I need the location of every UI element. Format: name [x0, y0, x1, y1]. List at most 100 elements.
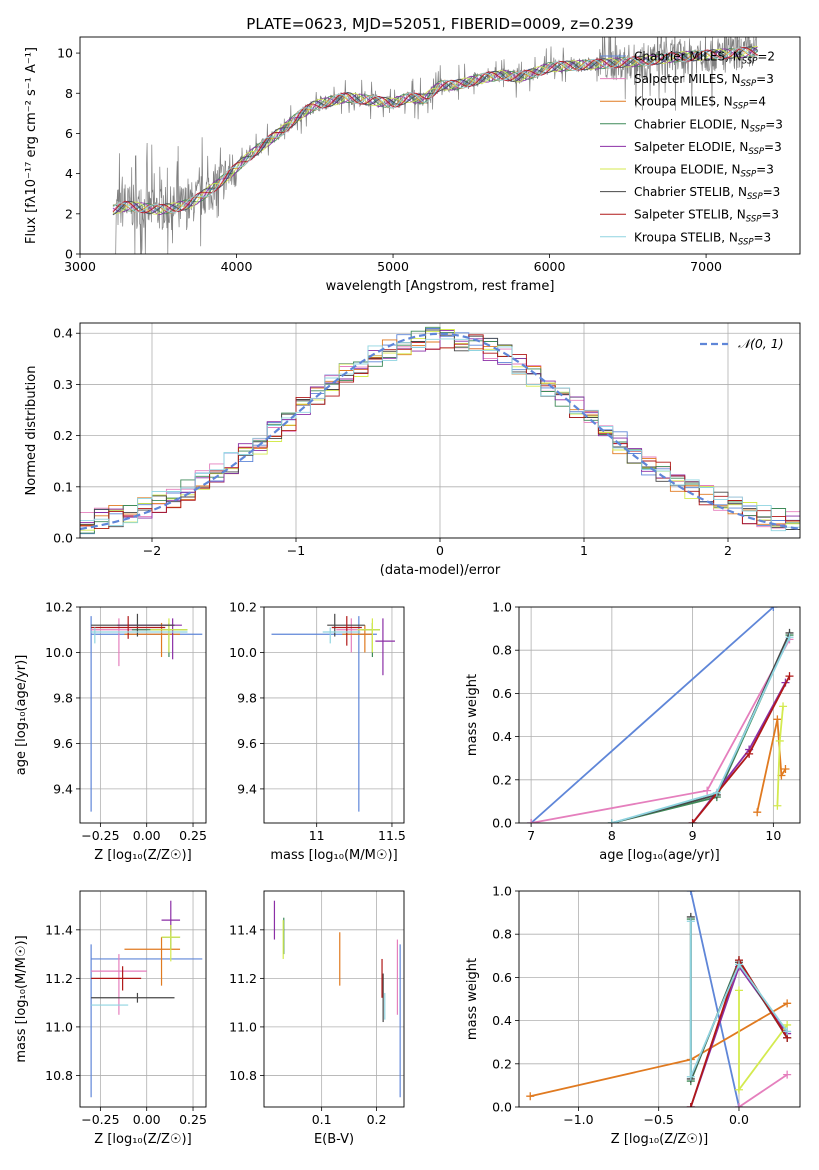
x-tick-label: 11: [309, 828, 325, 843]
series-line: [738, 1073, 788, 1107]
series-marker: [734, 986, 743, 995]
series-line: [530, 638, 791, 823]
series-marker: [775, 736, 784, 745]
x-tick-label: 2: [724, 543, 732, 558]
y-tick-label: 0.6: [492, 686, 512, 701]
series-line: [738, 990, 788, 1093]
legend-label: Salpeter STELIB, NSSP=3: [634, 208, 779, 225]
x-axis-label: age [log₁₀(age/yr)]: [599, 848, 720, 863]
series-marker: [712, 788, 721, 797]
series-kroupa_elodie: [734, 986, 792, 1094]
series-marker: [686, 917, 695, 926]
axes-frame: [79, 890, 207, 1108]
x-tick-label: −0.5: [644, 1112, 674, 1127]
y-axis-label: mass weight: [465, 674, 480, 756]
x-tick-label: 0.1: [312, 1112, 332, 1127]
x-tick-label: 7000: [690, 259, 722, 274]
y-tick-label: 10: [57, 46, 73, 61]
y-tick-label: 10.0: [229, 645, 257, 660]
x-tick-label: 9: [689, 828, 697, 843]
series-marker: [734, 1103, 743, 1107]
plot-area: [264, 607, 404, 823]
series-line: [689, 921, 788, 1078]
series-line: [611, 636, 791, 823]
plot-area: [264, 891, 404, 1107]
x-axis-label: Z [log₁₀(Z/Z☉)]: [94, 848, 191, 863]
legend: Chabrier MILES, NSSP=2 Salpeter MILES, NS…: [600, 50, 783, 247]
axes-frame: [79, 36, 801, 255]
figure-title: PLATE=0623, MJD=52051, FIBERID=0009, z=0…: [246, 15, 633, 33]
y-tick-label: 10.2: [45, 600, 73, 615]
x-tick-label: 8: [608, 828, 616, 843]
series-marker: [783, 1027, 792, 1036]
y-tick-label: 11.2: [45, 971, 73, 986]
histogram-kroupa_stelib: [80, 338, 800, 538]
series-kroupa_stelib: [686, 917, 792, 1081]
y-tick-label: 0.4: [492, 1013, 512, 1028]
series-marker: [785, 633, 794, 642]
x-tick-label: 3000: [64, 259, 96, 274]
x-tick-label: 11.5: [378, 828, 406, 843]
series-kroupa_elodie: [773, 702, 788, 810]
y-tick-label: 0.2: [492, 1056, 512, 1071]
series-chabrier_miles: [527, 607, 778, 823]
y-tick-label: 0: [65, 247, 73, 262]
series-marker: [745, 749, 754, 758]
model-line-kroupa_miles: [112, 47, 758, 214]
y-tick-label: 9.4: [237, 781, 257, 796]
errorbar-chabrier_stelib: [327, 613, 365, 637]
series-line: [691, 682, 787, 823]
y-tick-label: 10.2: [229, 600, 257, 615]
series-marker: [773, 715, 782, 724]
y-tick-label: 9.4: [53, 781, 73, 796]
legend-label: Chabrier MILES, NSSP=2: [634, 50, 775, 67]
x-tick-label: 0.0: [729, 1112, 749, 1127]
y-axis-label: mass weight: [465, 958, 480, 1040]
x-tick-label: 0.2: [367, 1112, 387, 1127]
errorbar-salpeter_elodie: [117, 618, 182, 660]
plot-area: [80, 323, 800, 538]
y-tick-label: 10.8: [45, 1068, 73, 1083]
chart-mass_vs_Z: −0.25 0.00 0.25 10.8 11.0 11.2 11.4 Z [log₁₀(Z/…: [14, 890, 207, 1147]
y-tick-label: 1.0: [492, 884, 512, 899]
plot-area: [80, 607, 206, 823]
legend-label: Chabrier ELODIE, NSSP=3: [634, 117, 783, 134]
y-tick-label: 0.4: [492, 729, 512, 744]
series-marker: [734, 960, 743, 969]
y-tick-label: 9.8: [53, 690, 73, 705]
axes-frame: [79, 606, 207, 824]
x-tick-label: −1: [287, 543, 305, 558]
series-marker: [688, 819, 697, 823]
y-tick-label: 11.0: [45, 1019, 73, 1034]
y-tick-label: 11.4: [229, 922, 257, 937]
legend-label: Salpeter MILES, NSSP=3: [634, 72, 774, 89]
y-tick-label: 10.0: [45, 645, 73, 660]
errorbar-chabrier_stelib: [91, 992, 175, 1003]
x-axis-label: mass [log₁₀(M/M☉)]: [270, 848, 397, 863]
series-marker: [686, 891, 695, 895]
errorbar-salpeter_stelib: [331, 616, 362, 646]
series-marker: [785, 672, 794, 681]
x-tick-label: 0.25: [179, 828, 207, 843]
x-tick-label: 0.00: [133, 828, 161, 843]
y-tick-label: 4: [65, 166, 73, 181]
series-salpeter_miles: [527, 635, 794, 823]
series-marker: [686, 1103, 695, 1107]
y-tick-label: 9.6: [237, 736, 257, 751]
x-tick-label: −0.25: [81, 1112, 119, 1127]
y-tick-label: 9.6: [53, 736, 73, 751]
axes-frame: [79, 322, 801, 539]
errorbar-kroupa_stelib: [322, 627, 361, 644]
x-tick-label: 0.25: [179, 1112, 207, 1127]
series-line: [689, 891, 740, 1107]
errorbar-salpeter_stelib: [91, 966, 142, 991]
series-marker: [526, 1092, 535, 1101]
axes-frame: [518, 890, 801, 1108]
y-tick-label: 1.0: [492, 600, 512, 615]
x-tick-label: 4000: [221, 259, 253, 274]
model-line-chabrier_elodie: [112, 48, 759, 215]
y-tick-label: 0.8: [492, 643, 512, 658]
errorbar-salpeter_miles: [336, 618, 367, 653]
x-tick-label: 7: [527, 828, 535, 843]
x-axis-label: Z [log₁₀(Z/Z☉)]: [94, 1132, 191, 1147]
